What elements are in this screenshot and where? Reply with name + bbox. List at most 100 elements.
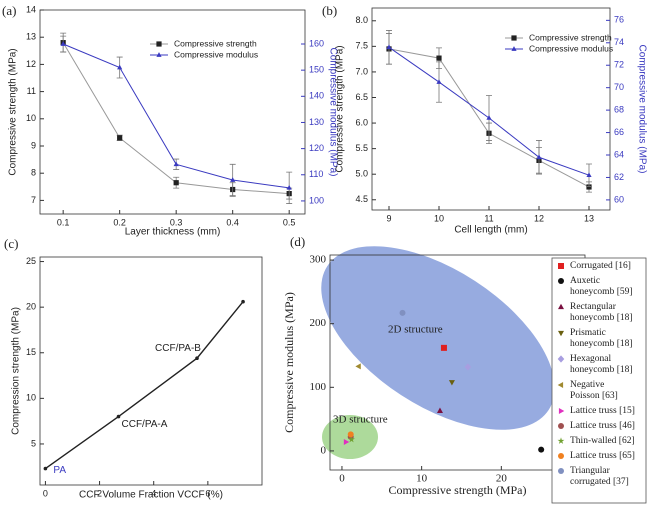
x-axis-label: CCF Volume Fraction VCCF (%) [79,490,223,501]
marker [60,41,66,46]
x-tick-label: 0 [43,488,48,498]
legend-marker [156,41,162,47]
y2-tick-label: 76 [614,15,624,25]
legend-marker [558,278,564,284]
legend-label: Compressive strength [174,38,257,48]
marker [386,44,392,50]
y-tick-label: 14 [26,4,36,14]
legend-label: Corrugated [16] [570,261,631,271]
y-tick-label: 6.0 [355,117,368,127]
y2-tick-label: 100 [309,195,324,205]
y-tick-label: 0 [321,444,327,456]
x-tick-label: 9 [386,213,391,223]
x-tick-label: 0.4 [226,217,239,227]
x-tick-label: 0 [339,473,345,485]
plot-frame [39,9,306,215]
y-tick-label: 8 [31,168,36,178]
marker [347,431,354,438]
y-tick-label: 11 [27,86,36,96]
y-tick-label: 7.5 [355,41,368,51]
y-tick-label: 12 [26,59,36,69]
point-label: PA [53,465,66,476]
y-tick-label: 100 [310,381,327,393]
y2-tick-label: 64 [614,149,624,159]
legend-label: Compressive modulus [174,49,258,59]
legend-label: Prismatic honeycomb [18] [570,328,633,349]
y2-tick-label: 120 [309,143,324,153]
legend-label-line: Hexagonal [570,354,612,364]
marker [241,299,245,304]
legend-label: Triangular corrugated [37] [570,466,629,487]
marker [538,446,545,453]
x-axis-label: Cell length (mm) [454,225,527,236]
legend-label: Rectangular honeycomb [18] [570,302,633,323]
y-tick-label: 300 [310,254,327,266]
legend-marker [557,382,564,388]
legend-marker [511,46,517,51]
x-tick-label: 6 [205,488,210,498]
point-label: CCF/PA-A [122,419,168,430]
legend-label: Lattice truss [46] [570,421,635,431]
y2-tick-label: 130 [309,117,324,127]
legend-label-line: honeycomb [18] [570,313,633,323]
marker [486,115,492,120]
marker [173,180,179,186]
legend-label-line: honeycomb [18] [570,365,633,375]
plot-frame [371,7,611,211]
x-tick-label: 0.1 [57,217,70,227]
y2-axis-label: Compressive modulus (MPa) [636,45,647,174]
y-axis-label: Compressive strength (MPa) [335,45,346,172]
marker [448,380,455,386]
y2-tick-label: 70 [614,82,624,92]
marker [43,466,48,471]
x-tick-label: 20 [496,473,508,485]
legend-label-line: corrugated [37] [570,477,629,487]
marker [116,414,121,419]
marker [586,172,592,178]
legend-label: Negative Poisson [63] [570,380,618,401]
marker [343,439,350,446]
marker [586,184,592,190]
legend-label: Lattice truss [15] [570,406,635,416]
y-tick-label: 20 [26,302,36,312]
marker [440,344,447,351]
legend-marker [156,52,162,57]
panel-label: (d) [290,234,305,249]
legend-label-line: Poisson [63] [570,391,618,401]
x-tick-label: 10 [416,473,428,485]
legend-marker [557,437,565,444]
y2-tick-label: 68 [614,104,624,114]
y-tick-label: 7 [31,195,36,205]
y2-tick-label: 72 [614,60,624,70]
legend-box [551,257,647,504]
y-tick-label: 7.0 [355,66,368,76]
legend-label-line: honeycomb [18] [570,339,633,349]
legend-label-line: Triangular [570,466,611,476]
legend-marker [558,408,565,414]
y2-tick-label: 160 [309,38,324,48]
y-tick-label: 5.5 [355,143,368,153]
marker [286,184,292,190]
x-tick-label: 11 [484,213,493,223]
panel-label: (a) [2,3,16,18]
marker [230,177,236,182]
legend-marker [558,468,564,474]
marker [436,79,442,84]
y2-axis-label: Compressive modulus (MPa) [327,48,338,177]
y2-tick-label: 74 [614,37,624,47]
legend-label-line: honeycomb [59] [570,287,633,297]
y-tick-label: 4.5 [355,194,368,204]
plot-frame [39,256,263,486]
y-tick-label: 6.5 [355,92,368,102]
panel-label: (b) [322,3,337,18]
marker [436,407,443,413]
legend-label: Auxetic honeycomb [59] [570,276,633,297]
legend-marker [558,423,564,429]
marker [117,64,123,70]
y2-tick-label: 60 [614,194,624,204]
point-label: CCF/PA-B [155,343,201,354]
marker [173,161,179,167]
x-tick-label: 0.5 [283,217,296,227]
x-tick-label: 0.3 [170,217,183,227]
